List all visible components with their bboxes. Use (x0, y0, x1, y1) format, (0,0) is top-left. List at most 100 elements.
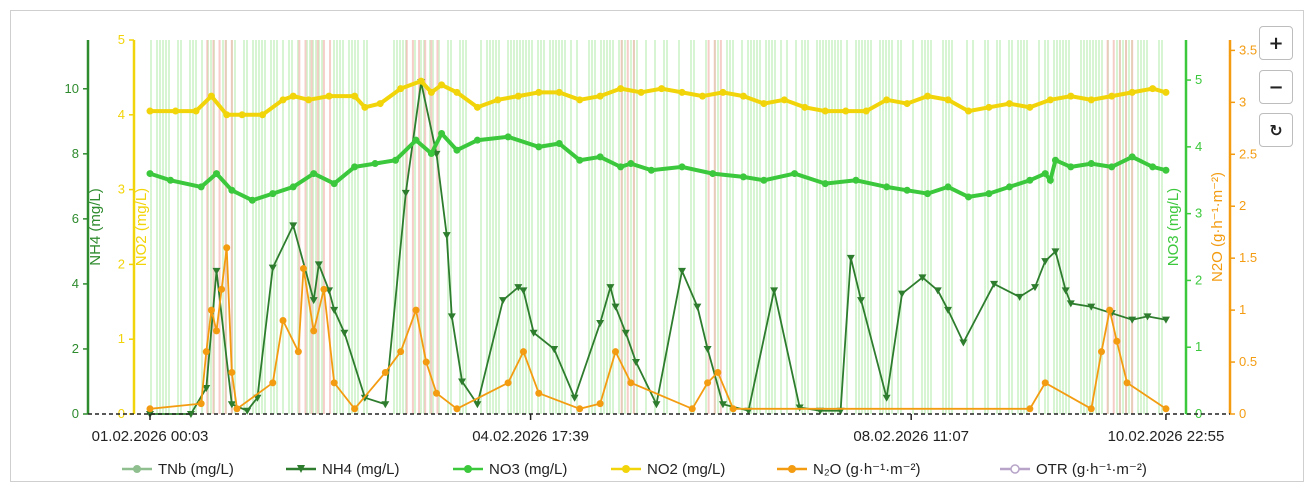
point-no2 (238, 111, 246, 119)
point-no (1041, 379, 1049, 387)
band-green (861, 40, 863, 414)
band-green (801, 40, 803, 414)
band-green (1065, 40, 1067, 414)
band-green (351, 40, 353, 414)
point-no3 (852, 176, 860, 184)
band-red (212, 40, 215, 414)
point-nh4 (1051, 248, 1060, 256)
point-no3 (555, 140, 563, 148)
no3-tick-label: 3 (1195, 206, 1202, 221)
band-green (519, 40, 521, 414)
legend-item-no[interactable]: N₂O (g·h⁻¹·m⁻²) (777, 461, 920, 478)
band-green (1122, 40, 1124, 414)
point-no (397, 348, 405, 356)
band-green (666, 40, 668, 414)
band-green (321, 40, 323, 414)
point-no (1097, 348, 1105, 356)
legend-item-no3[interactable]: NO3 (mg/L) (453, 461, 567, 478)
reset-zoom-button[interactable]: ↻ (1259, 113, 1293, 147)
point-no2 (801, 103, 809, 111)
band-green (396, 40, 398, 414)
n2o-tick-label: 3.5 (1239, 42, 1257, 57)
band-green (489, 40, 491, 414)
band-green (588, 40, 590, 414)
legend-item-tnb[interactable]: TNb (mg/L) (122, 461, 234, 478)
band-green (1095, 40, 1097, 414)
zoom-out-button[interactable]: − (1259, 70, 1293, 104)
zoom-in-button[interactable]: + (1259, 26, 1293, 60)
point-no2 (376, 100, 384, 108)
point-no2 (514, 92, 522, 100)
band-red (626, 40, 629, 414)
series-line-no2 (150, 78, 1167, 117)
point-no2 (1087, 96, 1095, 104)
point-no2 (862, 107, 870, 115)
legend-marker-otr (1010, 464, 1020, 474)
legend-item-nh4[interactable]: NH4 (mg/L) (286, 461, 400, 478)
band-green (1086, 40, 1088, 414)
band-green (630, 40, 632, 414)
no3-tick-label: 4 (1195, 139, 1202, 154)
band-green (447, 40, 449, 414)
band-green (1062, 40, 1064, 414)
point-nh4 (514, 284, 523, 292)
band-green (966, 40, 968, 414)
band-green (564, 40, 566, 414)
legend-item-otr[interactable]: OTR (g·h⁻¹·m⁻²) (1000, 461, 1147, 478)
legend-item-no2[interactable]: NO2 (mg/L) (611, 461, 725, 478)
point-no3 (289, 183, 297, 191)
point-no2 (172, 107, 180, 115)
nh4-tick-label: 0 (72, 406, 79, 421)
band-green (999, 40, 1001, 414)
point-no2 (576, 96, 584, 104)
point-nh4 (289, 222, 298, 230)
band-green (531, 40, 533, 414)
point-nh4 (447, 313, 456, 321)
point-no (504, 379, 512, 387)
band-green (972, 40, 974, 414)
point-nh4 (718, 401, 727, 409)
band-green (201, 40, 203, 414)
band-green (1017, 40, 1019, 414)
n2o-tick-label: 1 (1239, 302, 1246, 317)
band-red (713, 40, 716, 414)
band-green (693, 40, 695, 414)
point-no2 (842, 107, 850, 115)
n2o-axis-title: N2O (g·h⁻¹·m⁻²) (1209, 172, 1226, 282)
band-green (816, 40, 818, 414)
band-green (759, 40, 761, 414)
band-green (948, 40, 950, 414)
point-no (330, 379, 338, 387)
point-no2 (535, 88, 543, 96)
band-green (837, 40, 839, 414)
point-nh4 (519, 287, 528, 295)
legend-label-otr: OTR (g·h⁻¹·m⁻²) (1036, 461, 1147, 478)
no2-tick-label: 2 (118, 256, 125, 271)
point-no2 (494, 96, 502, 104)
band-green (987, 40, 989, 414)
point-nh4 (882, 394, 891, 402)
series-line-no (149, 247, 1167, 411)
legend-marker-no (788, 465, 796, 473)
band-green (1161, 40, 1163, 414)
point-no2 (617, 85, 625, 93)
point-no3 (1149, 163, 1157, 171)
band-green (528, 40, 530, 414)
band-green (273, 40, 275, 414)
point-no (519, 348, 527, 356)
point-no2 (438, 81, 446, 89)
band-green (825, 40, 827, 414)
band-green (243, 40, 245, 414)
point-nh4 (309, 297, 318, 305)
band-green (543, 40, 545, 414)
band-green (306, 40, 308, 414)
band-green (162, 40, 164, 414)
point-no3 (1041, 170, 1049, 178)
point-no (1026, 405, 1034, 413)
band-green (414, 40, 416, 414)
nh4-tick-label: 8 (72, 146, 79, 161)
point-no2 (678, 88, 686, 96)
n2o-tick-label: 0 (1239, 406, 1246, 421)
band-green (492, 40, 494, 414)
n2o-tick-label: 2.5 (1239, 146, 1257, 161)
